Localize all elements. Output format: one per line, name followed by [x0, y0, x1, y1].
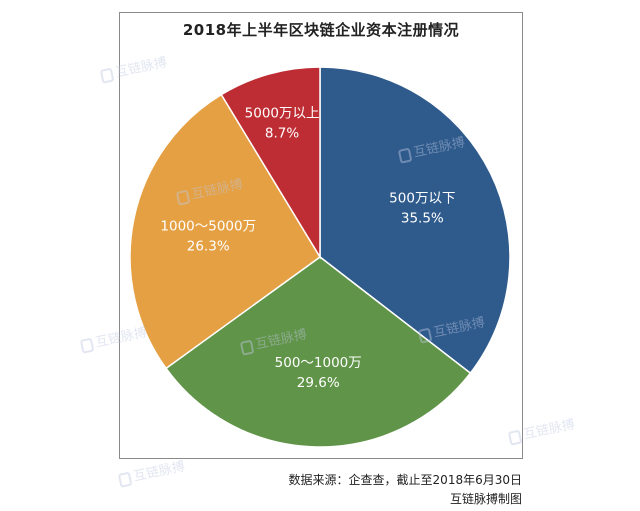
watermark-logo-icon	[397, 147, 413, 164]
slice-percent-label: 8.7%	[265, 126, 299, 142]
watermark-logo-icon	[507, 429, 523, 446]
chart-credit: 互链脉搏制图	[449, 492, 522, 506]
slice-category-label: 500万以下	[389, 191, 455, 207]
pie-slice	[220, 66, 321, 260]
slice-percent-label: 26.3%	[187, 238, 230, 254]
pie-slice	[319, 66, 511, 375]
slice-percent-label: 29.6%	[297, 375, 340, 391]
data-source-note: 数据来源：企查查，截止至2018年6月30日	[288, 473, 522, 487]
slice-category-label: 500～1000万	[275, 355, 362, 371]
watermark-logo-icon	[417, 327, 433, 344]
watermark-logo-icon	[175, 189, 191, 206]
pie-slice	[164, 256, 472, 448]
watermark-logo-icon	[117, 471, 133, 488]
watermark-logo-icon	[99, 67, 115, 84]
slice-category-label: 5000万以上	[245, 106, 320, 122]
watermark-logo-icon	[79, 337, 95, 354]
pie-labels: 500万以下 35.5% 500～1000万 29.6% 1000～5000万 26.3%…	[160, 106, 455, 391]
watermark-logo-icon	[239, 339, 255, 356]
pie-slice	[129, 93, 322, 370]
pie-slices	[129, 66, 511, 448]
slice-category-label: 1000～5000万	[160, 218, 256, 234]
chart-title: 2018年上半年区块链企业资本注册情况	[182, 21, 460, 39]
slice-percent-label: 35.5%	[401, 211, 444, 227]
